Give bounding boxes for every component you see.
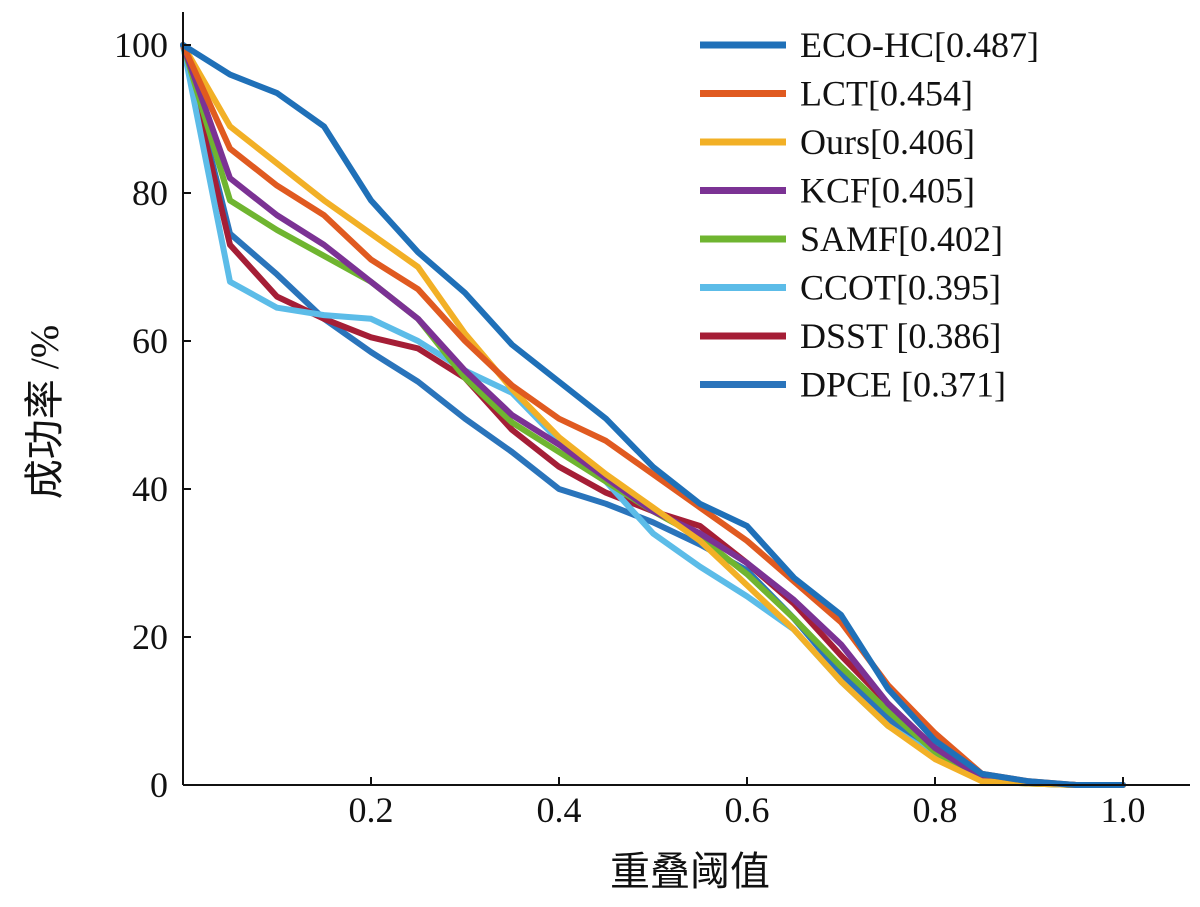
x-tick-label: 0.8 bbox=[913, 790, 958, 830]
legend-label-4: SAMF[0.402] bbox=[800, 219, 1003, 259]
y-axis-title: 成功率 /% bbox=[22, 325, 67, 499]
axes bbox=[182, 12, 1190, 786]
legend-label-5: CCOT[0.395] bbox=[800, 268, 1001, 308]
series-line-7 bbox=[180, 42, 1126, 788]
y-tick-label: 80 bbox=[132, 173, 168, 213]
ticks: 0.2 0.4 0.6 0.8 1.0 0 20 40 60 80 100 bbox=[114, 25, 1146, 830]
x-tick-label: 0.6 bbox=[725, 790, 770, 830]
y-tick-label: 20 bbox=[132, 617, 168, 657]
legend-label-7: DPCE [0.371] bbox=[800, 365, 1006, 405]
x-tick-label: 0.4 bbox=[537, 790, 582, 830]
legend-label-1: LCT[0.454] bbox=[800, 74, 973, 114]
series-line-0 bbox=[180, 42, 1126, 788]
series-line-6 bbox=[180, 42, 1126, 788]
y-tick-label: 40 bbox=[132, 469, 168, 509]
legend-label-0: ECO-HC[0.487] bbox=[800, 25, 1039, 65]
y-tick-label: 60 bbox=[132, 321, 168, 361]
legend: ECO-HC[0.487] LCT[0.454] Ours[0.406] KCF[0.… bbox=[700, 25, 1039, 405]
y-tick-label: 100 bbox=[114, 25, 168, 65]
series-line-1 bbox=[180, 42, 1126, 788]
series-lines bbox=[180, 42, 1126, 788]
legend-label-2: Ours[0.406] bbox=[800, 122, 975, 162]
x-tick-label: 1.0 bbox=[1101, 790, 1146, 830]
series-line-2 bbox=[180, 42, 1126, 788]
y-tick-label: 0 bbox=[150, 765, 168, 805]
series-line-5 bbox=[180, 42, 1126, 788]
x-tick-label: 0.2 bbox=[349, 790, 394, 830]
legend-label-6: DSST [0.386] bbox=[800, 316, 1001, 356]
legend-label-3: KCF[0.405] bbox=[800, 171, 975, 211]
series-line-4 bbox=[180, 42, 1126, 788]
series-line-3 bbox=[180, 42, 1126, 788]
x-axis-title: 重叠阈值 bbox=[610, 849, 770, 894]
